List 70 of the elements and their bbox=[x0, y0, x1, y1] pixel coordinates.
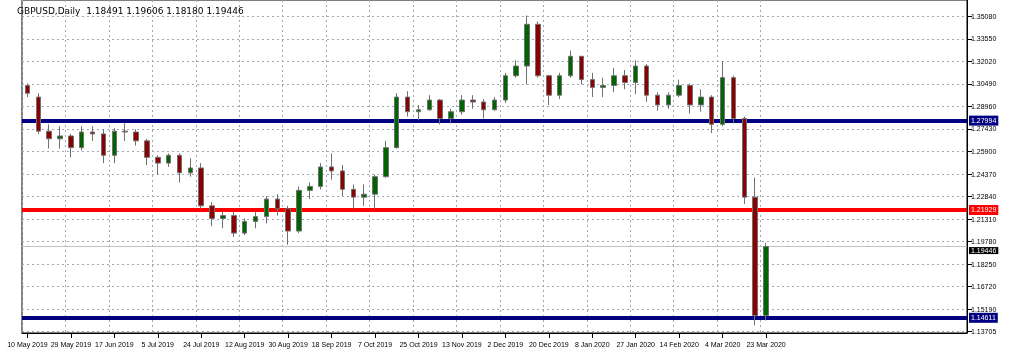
candlestick bbox=[329, 152, 334, 181]
candlestick bbox=[383, 140, 389, 179]
candlestick bbox=[25, 83, 30, 98]
candlestick bbox=[676, 79, 682, 98]
candlestick bbox=[752, 177, 758, 326]
candlestick bbox=[209, 201, 215, 227]
candlestick bbox=[557, 72, 562, 100]
candlestick bbox=[46, 123, 52, 150]
candlestick bbox=[264, 195, 269, 224]
candlestick bbox=[437, 98, 443, 125]
candlestick bbox=[155, 154, 161, 176]
candlestick bbox=[405, 90, 410, 118]
candlestick bbox=[492, 96, 497, 112]
candlestick bbox=[177, 152, 182, 184]
candlestick bbox=[351, 183, 356, 210]
candlestick bbox=[361, 183, 367, 207]
candlestick bbox=[340, 164, 345, 197]
candlestick bbox=[448, 108, 454, 124]
candlestick bbox=[666, 91, 671, 110]
candlestick bbox=[416, 104, 421, 121]
candlestick bbox=[79, 125, 84, 151]
candlestick bbox=[731, 75, 736, 124]
candlestick bbox=[546, 74, 552, 106]
candlestick bbox=[687, 83, 693, 115]
candlestick bbox=[503, 72, 508, 104]
candlestick bbox=[611, 67, 617, 93]
candlestick bbox=[600, 77, 606, 98]
candlestick bbox=[231, 211, 237, 238]
candlestick bbox=[296, 185, 302, 234]
candlestick bbox=[590, 72, 595, 98]
candlestick bbox=[579, 55, 584, 85]
candlestick bbox=[220, 211, 226, 229]
candlestick bbox=[394, 92, 399, 150]
candlestick bbox=[481, 98, 486, 119]
candlestick bbox=[655, 91, 660, 112]
candlestick bbox=[427, 94, 432, 112]
candlestick bbox=[166, 152, 171, 168]
candlestick bbox=[133, 128, 139, 147]
candlestick bbox=[318, 162, 323, 190]
candlestick bbox=[285, 205, 291, 246]
candlestick bbox=[372, 174, 378, 210]
candlestick bbox=[524, 14, 530, 85]
candlestick bbox=[720, 60, 725, 127]
text: GBPUSD,Daily 1.18491 1.19606 1.18180 1.19446 bbox=[17, 5, 244, 16]
candlestick bbox=[709, 94, 714, 134]
candlestick bbox=[470, 94, 476, 110]
candlestick bbox=[253, 211, 258, 229]
candlestick bbox=[644, 63, 649, 103]
candlestick bbox=[112, 127, 117, 164]
candlestick bbox=[57, 125, 63, 150]
candlestick bbox=[622, 69, 628, 90]
candlestick bbox=[535, 20, 541, 79]
candlestick bbox=[144, 138, 150, 166]
candlestick bbox=[122, 122, 128, 142]
candlestick bbox=[633, 59, 638, 95]
candlestick bbox=[242, 218, 247, 236]
candlestick bbox=[513, 59, 519, 79]
candlestick bbox=[459, 94, 465, 116]
candlestick bbox=[568, 50, 573, 79]
candlestick bbox=[307, 182, 313, 200]
candlestick bbox=[101, 128, 106, 164]
candlestick bbox=[188, 157, 193, 178]
candlestick bbox=[198, 162, 204, 210]
candlestick bbox=[742, 116, 747, 205]
candlestick bbox=[763, 242, 769, 321]
candlestick bbox=[36, 92, 41, 135]
candlestick bbox=[275, 193, 280, 217]
candlestick bbox=[90, 125, 95, 142]
candlestick bbox=[698, 88, 704, 113]
candlestick bbox=[68, 133, 74, 158]
